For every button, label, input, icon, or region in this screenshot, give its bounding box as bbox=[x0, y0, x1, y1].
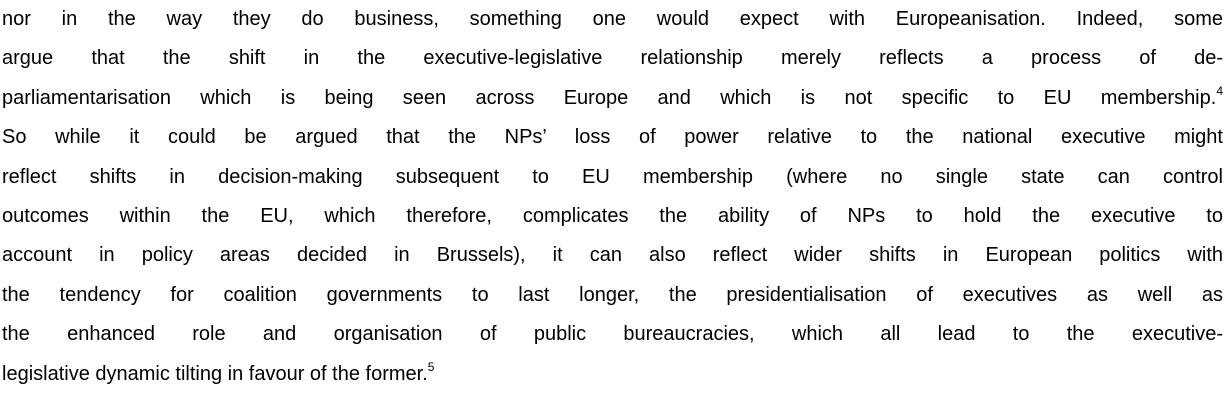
text-line: outcomes within the EU, which therefore,… bbox=[2, 197, 1223, 236]
text-line: So while it could be argued that the NPs… bbox=[2, 118, 1223, 157]
line-text: nor in the way they do business, somethi… bbox=[2, 8, 1223, 30]
text-line: the tendency for coalition governments t… bbox=[2, 276, 1223, 315]
text-line: argue that the shift in the executive-le… bbox=[2, 39, 1223, 78]
footnote-ref: 5 bbox=[427, 359, 435, 374]
line-text: reflect shifts in decision-making subseq… bbox=[2, 165, 1223, 188]
text-line: account in policy areas decided in Bruss… bbox=[2, 236, 1223, 275]
line-text: the enhanced role and organisation of pu… bbox=[2, 323, 1223, 346]
text-line: nor in the way they do business, somethi… bbox=[2, 0, 1223, 39]
line-text: the tendency for coalition governments t… bbox=[2, 283, 1223, 306]
footnote-ref: 4 bbox=[1216, 83, 1223, 98]
text-line: the enhanced role and organisation of pu… bbox=[2, 315, 1223, 354]
line-text: outcomes within the EU, which therefore,… bbox=[2, 204, 1223, 227]
line-text: account in policy areas decided in Bruss… bbox=[2, 244, 1223, 267]
line-text: legislative dynamic tilting in favour of… bbox=[2, 362, 428, 385]
line-text: So while it could be argued that the NPs… bbox=[2, 126, 1223, 149]
line-text: parliamentarisation which is being seen … bbox=[2, 86, 1217, 109]
text-line: legislative dynamic tilting in favour of… bbox=[2, 355, 1223, 394]
text-line: parliamentarisation which is being seen … bbox=[2, 79, 1223, 118]
text-line: reflect shifts in decision-making subseq… bbox=[2, 158, 1223, 197]
line-text: argue that the shift in the executive-le… bbox=[2, 47, 1223, 70]
